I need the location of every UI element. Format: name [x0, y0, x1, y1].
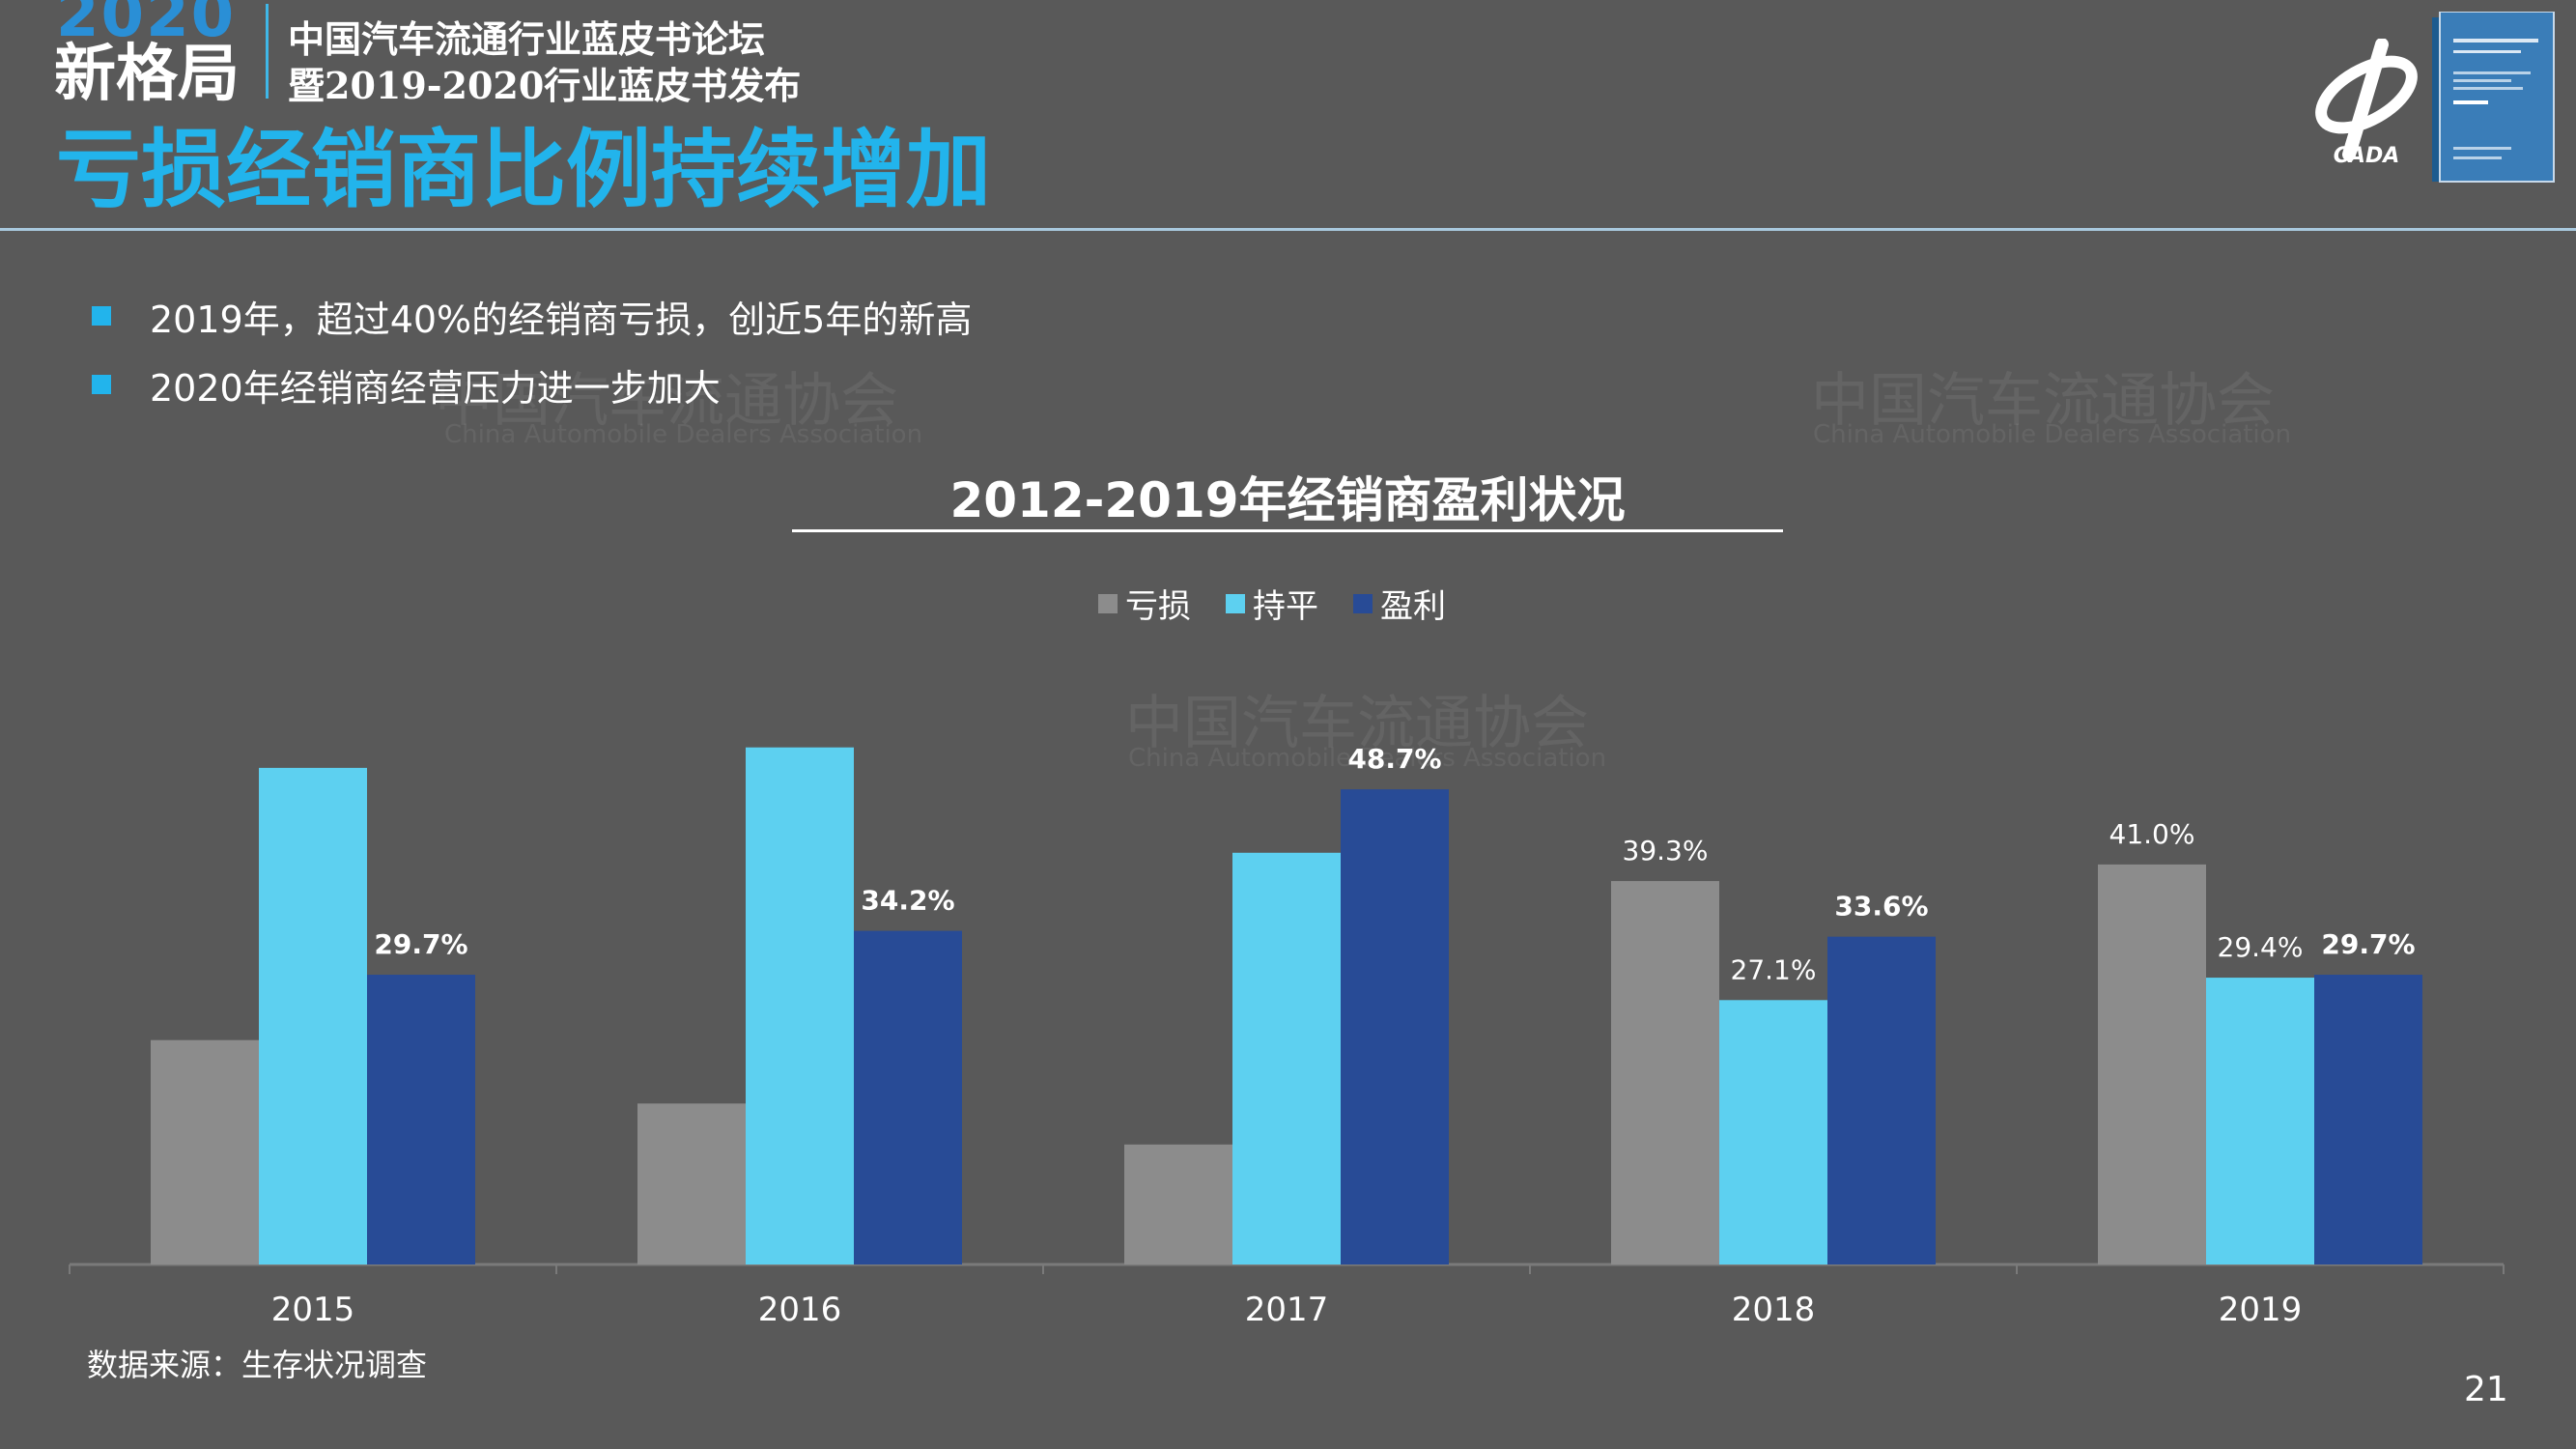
bullet-text: 2020年经销商经营压力进一步加大 [150, 366, 721, 410]
x-tick-label: 2019 [2219, 1291, 2303, 1329]
data-label: 39.3% [1623, 835, 1709, 867]
bar-亏损-2016 [637, 1103, 746, 1264]
bar-持平-2016 [746, 747, 854, 1264]
chart-title: 2012-2019年经销商盈利状况 [949, 472, 1626, 528]
source-note: 数据来源：生存状况调查 [87, 1347, 428, 1383]
legend-swatch-loss [1098, 593, 1118, 613]
header-divider [266, 4, 269, 99]
data-label: 41.0% [2109, 818, 2195, 850]
bar-持平-2018 [1719, 1000, 1827, 1264]
page-number: 21 [2464, 1370, 2508, 1409]
watermark-text-en: China Automobile Dealers Association [1813, 420, 2292, 449]
bar-盈利-2018 [1827, 936, 1936, 1264]
legend-item-profit: 盈利 [1353, 580, 1446, 627]
bullet-text: 2019年，超过40%的经销商亏损，创近5年的新高 [150, 298, 973, 341]
cada-logo-icon: CADA [2315, 39, 2418, 168]
watermark-text-en: China Automobile Dealers Association [444, 420, 923, 449]
logo-name: 新格局 [54, 39, 240, 110]
legend-swatch-breakeven [1226, 593, 1245, 613]
data-label: 48.7% [1347, 743, 1441, 775]
page-title: 亏损经销商比例持续增加 [56, 120, 992, 219]
x-tick-label: 2015 [271, 1291, 355, 1329]
bullet-square-icon [92, 306, 111, 326]
bar-亏损-2015 [151, 1039, 259, 1264]
forum-title-line2: 暨2019-2020行业蓝皮书发布 [288, 64, 802, 107]
cada-logo-text: CADA [2334, 144, 2399, 168]
bar-亏损-2018 [1611, 881, 1719, 1264]
legend-label: 亏损 [1125, 587, 1191, 626]
bar-亏损-2019 [2098, 864, 2206, 1264]
bullet-square-icon [92, 375, 111, 394]
bar-盈利-2015 [367, 975, 475, 1264]
legend-label: 盈利 [1380, 587, 1446, 626]
watermark-text: 中国汽车流通协会 [435, 367, 898, 435]
bar-持平-2019 [2206, 978, 2314, 1264]
chart-title-underline [792, 529, 1783, 532]
bar-盈利-2019 [2314, 975, 2422, 1264]
data-label: 27.1% [1731, 953, 1817, 985]
bar-持平-2017 [1232, 852, 1341, 1264]
legend-label: 持平 [1253, 587, 1318, 626]
watermark-text-en: China Automobile Dealers Association [1128, 744, 1607, 773]
forum-title-line1: 中国汽车流通行业蓝皮书论坛 [288, 17, 766, 61]
bar-持平-2015 [259, 767, 367, 1264]
x-tick-label: 2016 [758, 1291, 842, 1329]
x-tick-label: 2017 [1245, 1291, 1329, 1329]
bullet-item: 2020年经销商经营压力进一步加大 [92, 360, 721, 410]
chart-legend: 亏损 持平 盈利 [1098, 580, 1481, 627]
bullet-item: 2019年，超过40%的经销商亏损，创近5年的新高 [92, 292, 973, 341]
data-label: 34.2% [861, 885, 954, 917]
data-label: 29.7% [374, 928, 467, 960]
title-divider [0, 228, 2576, 231]
data-label: 29.7% [2321, 928, 2415, 960]
watermark-text: 中国汽车流通协会 [1811, 367, 2275, 435]
bar-盈利-2016 [854, 930, 962, 1264]
bar-盈利-2017 [1341, 789, 1449, 1264]
logo-year: 2020 [56, 0, 237, 51]
legend-item-breakeven: 持平 [1226, 580, 1318, 627]
legend-item-loss: 亏损 [1098, 580, 1191, 627]
x-tick-label: 2018 [1732, 1291, 1816, 1329]
data-label: 29.4% [2218, 931, 2304, 963]
bluebook-cover-icon [2432, 12, 2555, 183]
bar-亏损-2017 [1124, 1144, 1232, 1264]
watermark-text: 中国汽车流通协会 [1125, 690, 1589, 757]
legend-swatch-profit [1353, 593, 1373, 613]
data-label: 33.6% [1834, 891, 1928, 923]
